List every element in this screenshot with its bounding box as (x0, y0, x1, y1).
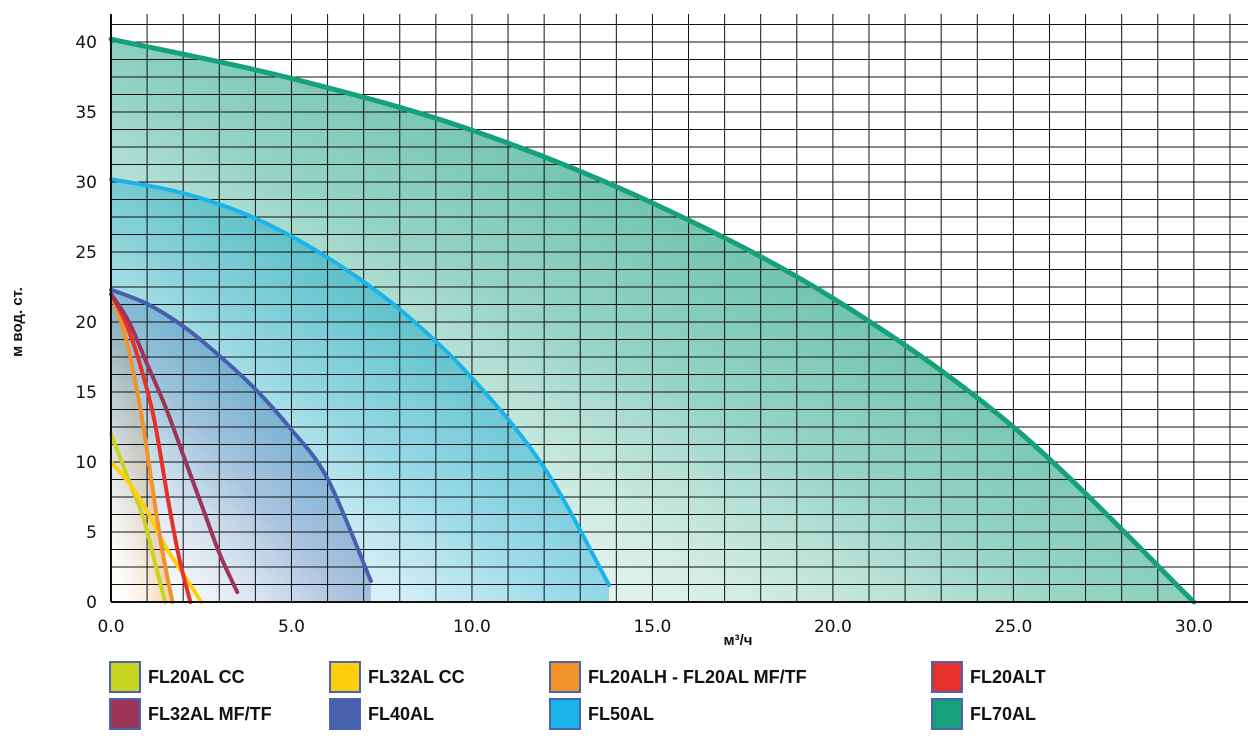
legend-label: FL32AL MF/TF (148, 704, 272, 724)
x-axis-label: м³/ч (724, 632, 753, 649)
curve-fl20al-cc (109, 432, 168, 604)
legend-item: FL70AL (931, 698, 1036, 730)
legend-item: FL32AL CC (329, 661, 465, 693)
x-tick-label: 0.0 (97, 617, 124, 637)
legend-item: FL50AL (549, 698, 654, 730)
y-tick-label: 5 (86, 523, 97, 543)
curve-fl32al-mf-tf (109, 292, 240, 595)
y-tick-label: 15 (75, 383, 97, 403)
curve-fl20alh-fl20al-mf-tf (109, 292, 175, 604)
y-tick-label: 40 (75, 33, 97, 53)
y-tick-label: 30 (75, 173, 97, 193)
x-tick-label: 20.0 (814, 617, 852, 637)
legend-swatch (109, 698, 141, 730)
x-tick-label: 25.0 (994, 617, 1032, 637)
legend-swatch (549, 698, 581, 730)
curves-layer (108, 36, 1197, 605)
y-tick-label: 0 (86, 593, 97, 613)
legend-item: FL20ALT (931, 661, 1046, 693)
legend-label: FL70AL (970, 704, 1036, 724)
x-tick-labels: 0.0 5.0 10.0 15.0 20.0 25.0 30.0 (97, 617, 1212, 637)
legend-swatch (931, 661, 963, 693)
y-tick-labels: 0 5 10 15 20 25 30 35 40 (75, 33, 97, 613)
curve-fl70al (108, 36, 1197, 605)
x-tick-label: 10.0 (453, 617, 491, 637)
y-tick-label: 35 (75, 103, 97, 123)
legend-swatch (549, 661, 581, 693)
legend-item: FL32AL MF/TF (109, 698, 272, 730)
legend-item: FL20AL CC (109, 661, 245, 693)
y-tick-label: 25 (75, 243, 97, 263)
curve-fl50al (109, 177, 612, 588)
legend-label: FL50AL (588, 704, 654, 724)
legend-swatch (109, 661, 141, 693)
legend-label: FL20ALT (970, 667, 1046, 687)
x-tick-label: 30.0 (1175, 617, 1213, 637)
legend-label: FL20ALH - FL20AL MF/TF (588, 667, 807, 687)
legend-swatch (329, 661, 361, 693)
chart-axes (110, 14, 1248, 603)
legend-swatch (931, 698, 963, 730)
legend-label: FL32AL CC (368, 667, 465, 687)
y-tick-label: 20 (75, 313, 97, 333)
x-tick-label: 15.0 (633, 617, 671, 637)
legend-label: FL40AL (368, 704, 434, 724)
x-tick-label: 5.0 (278, 617, 305, 637)
y-tick-label: 10 (75, 453, 97, 473)
y-axis-label: м вод. ст. (9, 287, 26, 357)
legend-swatch (329, 698, 361, 730)
legend-item: FL20ALH - FL20AL MF/TF (549, 661, 807, 693)
chart-legend: FL20AL CC FL32AL CC FL20ALH - FL20AL MF/TF… (109, 661, 1046, 730)
curve-fl20alt (109, 292, 193, 604)
legend-label: FL20AL CC (148, 667, 245, 687)
legend-item: FL40AL (329, 698, 434, 730)
curve-fl40al (109, 287, 373, 583)
